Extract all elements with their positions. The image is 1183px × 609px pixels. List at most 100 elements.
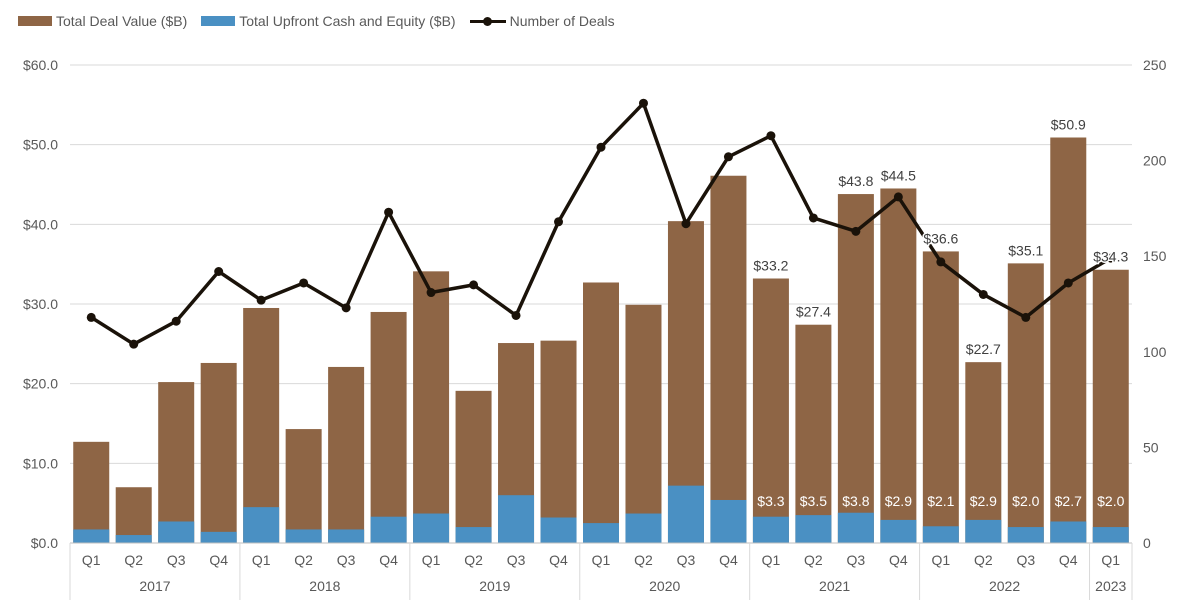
x-axis-year-label: 2020 xyxy=(649,578,680,594)
total-deal-value-bars xyxy=(73,137,1129,544)
x-axis-quarter-label: Q4 xyxy=(549,552,568,568)
total-deal-value-bar xyxy=(200,362,237,543)
number-of-deals-point xyxy=(1021,312,1031,322)
upfront-cash-bar xyxy=(115,535,152,543)
left-axis-tick-label: $50.0 xyxy=(23,137,58,153)
total-deal-value-bar xyxy=(540,340,577,543)
left-axis-tick-label: $40.0 xyxy=(23,216,58,232)
upfront-cash-bar xyxy=(880,519,917,543)
x-axis-quarter-label: Q1 xyxy=(931,552,950,568)
number-of-deals-point xyxy=(511,310,521,320)
upfront-cash-bar xyxy=(243,507,280,543)
upfront-cash-bar xyxy=(795,515,832,543)
upfront-cash-bars xyxy=(73,485,1129,543)
x-axis-quarter-label: Q3 xyxy=(1016,552,1035,568)
total-deal-value-bar xyxy=(583,282,619,543)
x-axis-year-label: 2022 xyxy=(989,578,1020,594)
number-of-deals-point xyxy=(893,192,903,202)
upfront-cash-data-label: $3.8 xyxy=(842,493,869,509)
x-axis-quarter-label: Q3 xyxy=(337,552,356,568)
upfront-cash-data-label: $2.0 xyxy=(1012,493,1039,509)
upfront-cash-bar xyxy=(73,529,110,543)
x-axis-quarter-label: Q2 xyxy=(464,552,483,568)
x-axis-quarter-label: Q4 xyxy=(889,552,908,568)
total-deal-value-bar xyxy=(413,271,450,543)
number-of-deals-point xyxy=(978,289,988,299)
number-of-deals-point xyxy=(171,316,181,326)
number-of-deals-point xyxy=(723,152,733,162)
legend-item-total-deal-value: Total Deal Value ($B) xyxy=(18,13,187,29)
number-of-deals-point xyxy=(129,339,139,349)
number-of-deals-point xyxy=(426,288,436,298)
x-axis-quarter-label: Q4 xyxy=(209,552,228,568)
legend-item-upfront-cash: Total Upfront Cash and Equity ($B) xyxy=(201,13,456,29)
total-deal-value-data-label: $22.7 xyxy=(966,341,1001,357)
x-axis-quarter-label: Q4 xyxy=(1059,552,1078,568)
upfront-cash-bar xyxy=(1007,527,1044,543)
number-of-deals-point xyxy=(341,303,351,313)
right-axis-tick-label: 200 xyxy=(1143,153,1167,169)
number-of-deals-point xyxy=(638,98,648,108)
x-axis-year-label: 2019 xyxy=(479,578,510,594)
total-deal-value-bar xyxy=(710,175,747,543)
number-of-deals-line xyxy=(86,98,1116,349)
number-of-deals-point xyxy=(1106,253,1116,263)
upfront-cash-bar xyxy=(413,513,450,543)
total-deal-value-bar xyxy=(158,382,195,543)
legend-label-upfront-cash: Total Upfront Cash and Equity ($B) xyxy=(239,13,456,29)
x-axis-year-label: 2023 xyxy=(1095,578,1126,594)
upfront-cash-data-label: $2.1 xyxy=(927,493,954,509)
upfront-cash-bar xyxy=(667,485,704,543)
number-of-deals-point xyxy=(596,142,606,152)
x-axis-quarter-label: Q3 xyxy=(167,552,186,568)
number-of-deals-point xyxy=(1063,278,1073,288)
total-deal-value-bar xyxy=(370,311,407,543)
number-of-deals-point xyxy=(384,207,394,217)
total-deal-value-data-label: $27.4 xyxy=(796,304,831,320)
total-deal-value-data-label: $35.1 xyxy=(1008,242,1043,258)
left-axis-tick-label: $20.0 xyxy=(23,376,58,392)
upfront-cash-data-label: $2.9 xyxy=(885,493,912,509)
x-axis-quarter-label: Q1 xyxy=(762,552,781,568)
total-deal-value-bar xyxy=(880,188,917,543)
x-axis-quarter-label: Q4 xyxy=(719,552,738,568)
upfront-cash-bar xyxy=(328,529,365,543)
upfront-cash-bar xyxy=(752,516,789,543)
right-axis-tick-label: 100 xyxy=(1143,344,1167,360)
total-deal-value-data-label: $44.5 xyxy=(881,167,916,183)
left-axis-tick-label: $10.0 xyxy=(23,455,58,471)
total-deal-value-bar xyxy=(1050,137,1087,543)
number-of-deals-point xyxy=(851,226,861,236)
x-axis-quarter-label: Q2 xyxy=(294,552,313,568)
axes: $0.0 $10.0 $20.0 $30.0 $40.0 $50.0 $60.0 0 50 100… xyxy=(23,57,1167,600)
upfront-cash-bar xyxy=(965,519,1002,543)
upfront-cash-bar xyxy=(285,529,322,543)
upfront-cash-bar xyxy=(837,512,874,543)
x-axis-quarter-label: Q1 xyxy=(1101,552,1120,568)
upfront-cash-data-label: $3.3 xyxy=(757,493,784,509)
upfront-cash-bar xyxy=(583,523,619,543)
number-of-deals-point xyxy=(808,213,818,223)
upfront-cash-bar xyxy=(200,531,237,543)
total-deal-value-data-label: $50.9 xyxy=(1051,116,1086,132)
total-deal-value-bar xyxy=(922,251,959,544)
total-deal-value-bar xyxy=(625,304,662,543)
x-axis-quarter-label: Q1 xyxy=(82,552,101,568)
legend-swatch-number-of-deals xyxy=(469,16,506,26)
right-axis-tick-label: 50 xyxy=(1143,439,1159,455)
legend-swatch-total-deal-value xyxy=(18,16,52,26)
legend-label-number-of-deals: Number of Deals xyxy=(509,13,615,29)
number-of-deals-point xyxy=(299,278,309,288)
total-deal-value-data-label: $43.8 xyxy=(838,173,873,189)
upfront-cash-bar xyxy=(540,517,577,543)
upfront-cash-data-label: $2.9 xyxy=(970,493,997,509)
total-deal-value-data-label: $34.3 xyxy=(1093,249,1128,265)
upfront-cash-bar xyxy=(710,499,747,543)
upfront-cash-bar xyxy=(158,521,195,543)
x-axis-quarter-label: Q1 xyxy=(592,552,611,568)
x-axis-year-label: 2017 xyxy=(139,578,170,594)
upfront-cash-bar xyxy=(1092,527,1129,543)
x-axis-quarter-label: Q4 xyxy=(379,552,398,568)
x-axis-year-label: 2018 xyxy=(309,578,340,594)
